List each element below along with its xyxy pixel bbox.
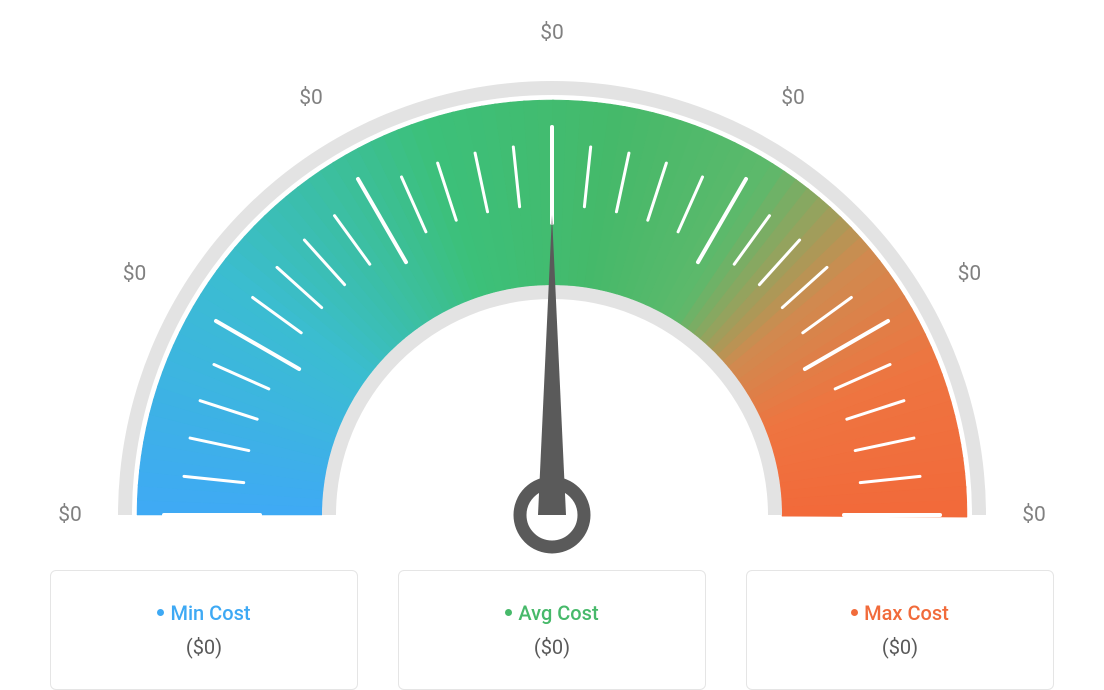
legend-value-avg: ($0)	[399, 635, 705, 659]
gauge-tick-label: $0	[58, 503, 82, 527]
dot-icon	[505, 609, 512, 616]
gauge-tick-label: $0	[1022, 503, 1046, 527]
legend-title-min: Min Cost	[51, 601, 357, 625]
legend-value-min: ($0)	[51, 635, 357, 659]
gauge-tick-label: $0	[299, 86, 323, 110]
gauge-chart: $0 $0 $0 $0 $0 $0 $0	[0, 0, 1104, 560]
gauge-svg	[0, 0, 1104, 560]
legend-row: Min Cost ($0) Avg Cost ($0) Max Cost ($0…	[0, 570, 1104, 690]
legend-card-avg: Avg Cost ($0)	[398, 570, 706, 690]
legend-label-max: Max Cost	[864, 601, 949, 625]
legend-title-avg: Avg Cost	[399, 601, 705, 625]
legend-card-max: Max Cost ($0)	[746, 570, 1054, 690]
gauge-tick-label: $0	[781, 86, 805, 110]
legend-title-max: Max Cost	[747, 601, 1053, 625]
dot-icon	[851, 609, 858, 616]
gauge-tick-label: $0	[540, 21, 564, 45]
legend-label-avg: Avg Cost	[518, 601, 598, 625]
legend-value-max: ($0)	[747, 635, 1053, 659]
legend-card-min: Min Cost ($0)	[50, 570, 358, 690]
legend-label-min: Min Cost	[170, 601, 250, 625]
dot-icon	[157, 609, 164, 616]
gauge-tick-label: $0	[123, 262, 147, 286]
gauge-tick-label: $0	[958, 262, 982, 286]
